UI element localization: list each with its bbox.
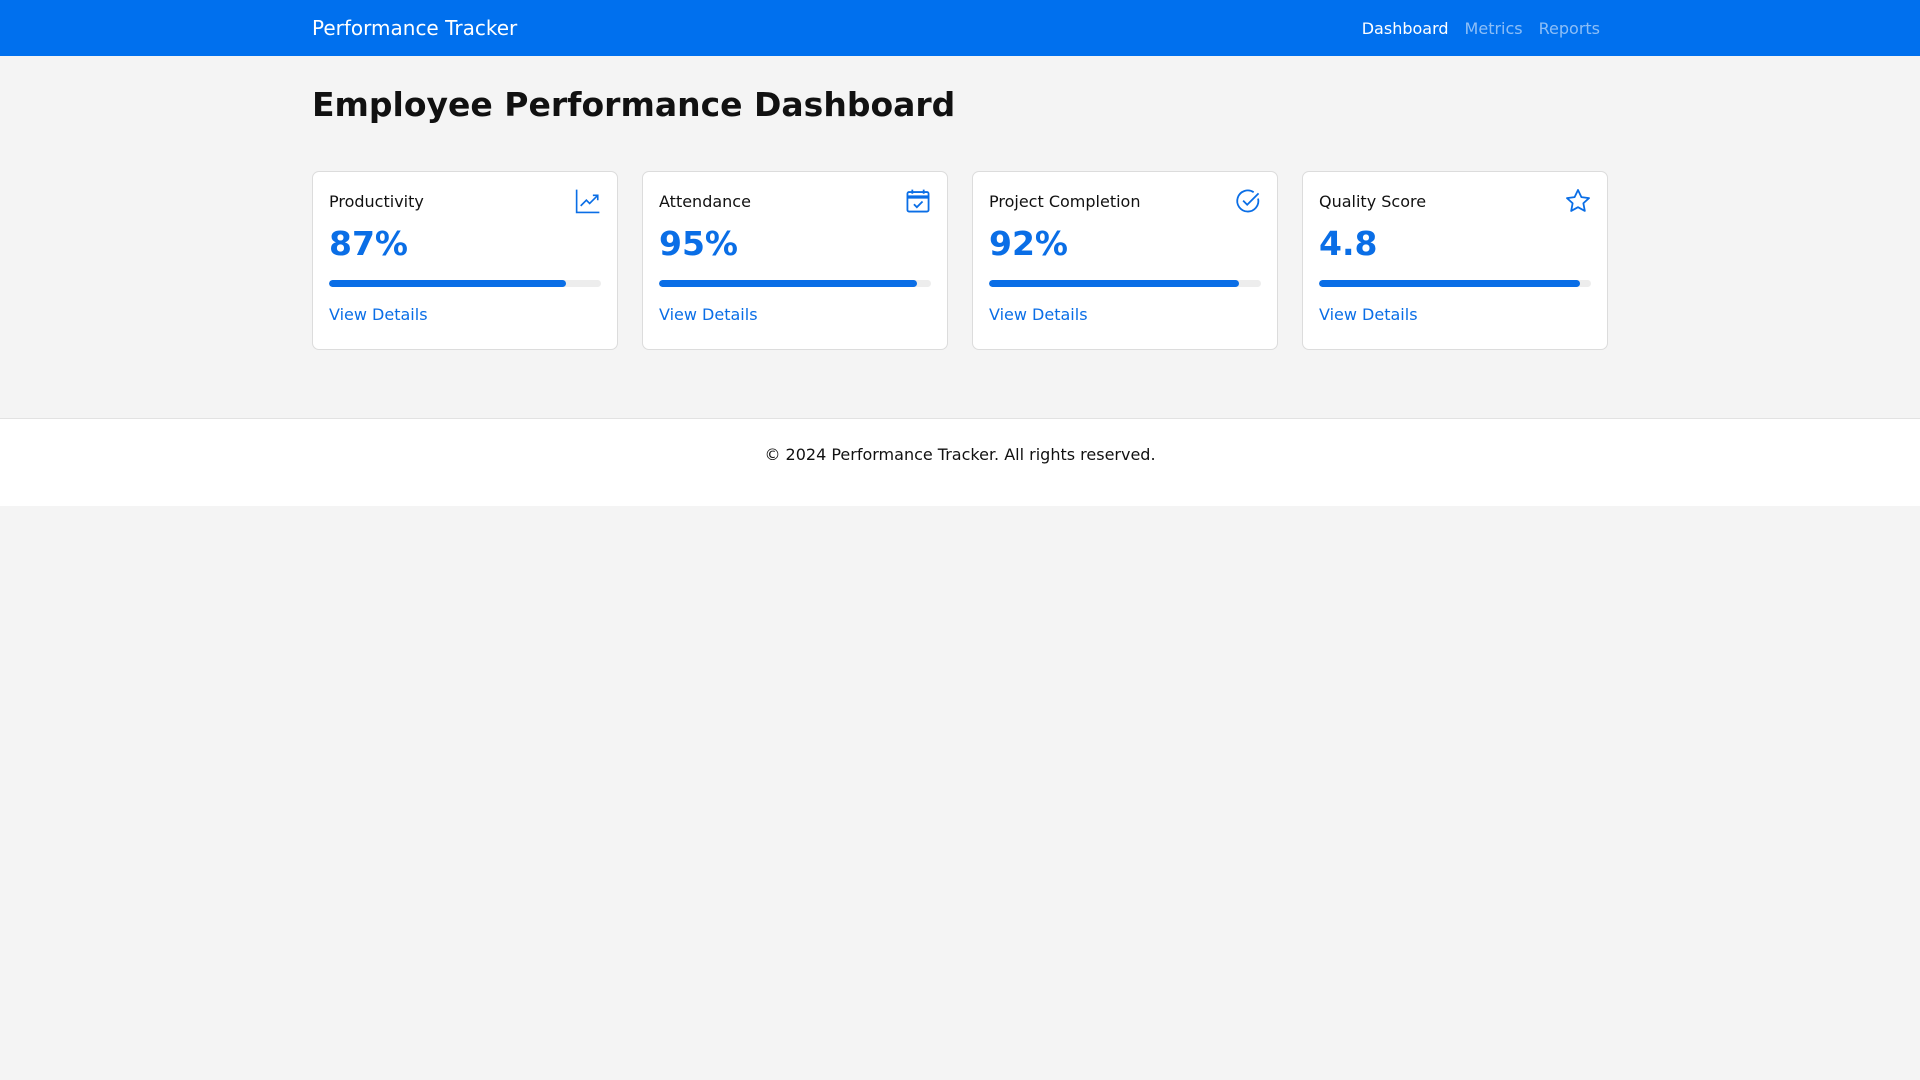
card-header: Project Completion [989, 188, 1261, 214]
top-navbar: Performance Tracker Dashboard Metrics Re… [0, 0, 1920, 56]
metric-card-attendance: Attendance 95% View Details [642, 171, 948, 350]
progress-track [329, 280, 601, 287]
card-header: Productivity [329, 188, 601, 214]
progress-track [989, 280, 1261, 287]
page-footer: © 2024 Performance Tracker. All rights r… [0, 418, 1920, 506]
card-value: 95% [659, 224, 738, 263]
progress-bar [659, 280, 918, 287]
card-header: Attendance [659, 188, 931, 214]
graph-up-icon [575, 188, 601, 214]
metric-cards: Productivity 87% View Details Attendance [312, 171, 1608, 350]
calendar-check-icon [905, 188, 931, 214]
footer-copyright: © 2024 Performance Tracker. All rights r… [764, 445, 1156, 464]
view-details-link[interactable]: View Details [1319, 305, 1418, 324]
card-value: 4.8 [1319, 224, 1378, 263]
star-icon [1565, 188, 1591, 214]
progress-track [1319, 280, 1591, 287]
nav-link-reports[interactable]: Reports [1538, 18, 1600, 38]
nav-link-metrics[interactable]: Metrics [1464, 18, 1523, 38]
progress-bar [329, 280, 566, 287]
nav-link-dashboard[interactable]: Dashboard [1361, 18, 1449, 38]
card-header: Quality Score [1319, 188, 1591, 214]
card-title: Attendance [659, 191, 751, 211]
card-title: Productivity [329, 191, 424, 211]
main-content: Employee Performance Dashboard Productiv… [312, 79, 1608, 350]
card-value: 87% [329, 224, 408, 263]
metric-card-quality-score: Quality Score 4.8 View Details [1302, 171, 1608, 350]
card-title: Project Completion [989, 191, 1141, 211]
view-details-link[interactable]: View Details [659, 305, 758, 324]
progress-bar [1319, 280, 1581, 287]
brand-link[interactable]: Performance Tracker [312, 16, 518, 40]
check-circle-icon [1235, 188, 1261, 214]
metric-card-project-completion: Project Completion 92% View Details [972, 171, 1278, 350]
navbar-container: Performance Tracker Dashboard Metrics Re… [312, 16, 1608, 40]
progress-bar [989, 280, 1240, 287]
view-details-link[interactable]: View Details [329, 305, 428, 324]
metric-card-productivity: Productivity 87% View Details [312, 171, 618, 350]
card-title: Quality Score [1319, 191, 1427, 211]
view-details-link[interactable]: View Details [989, 305, 1088, 324]
page-title: Employee Performance Dashboard [312, 85, 956, 124]
progress-track [659, 280, 931, 287]
nav-links: Dashboard Metrics Reports [1354, 19, 1608, 38]
card-value: 92% [989, 224, 1068, 263]
